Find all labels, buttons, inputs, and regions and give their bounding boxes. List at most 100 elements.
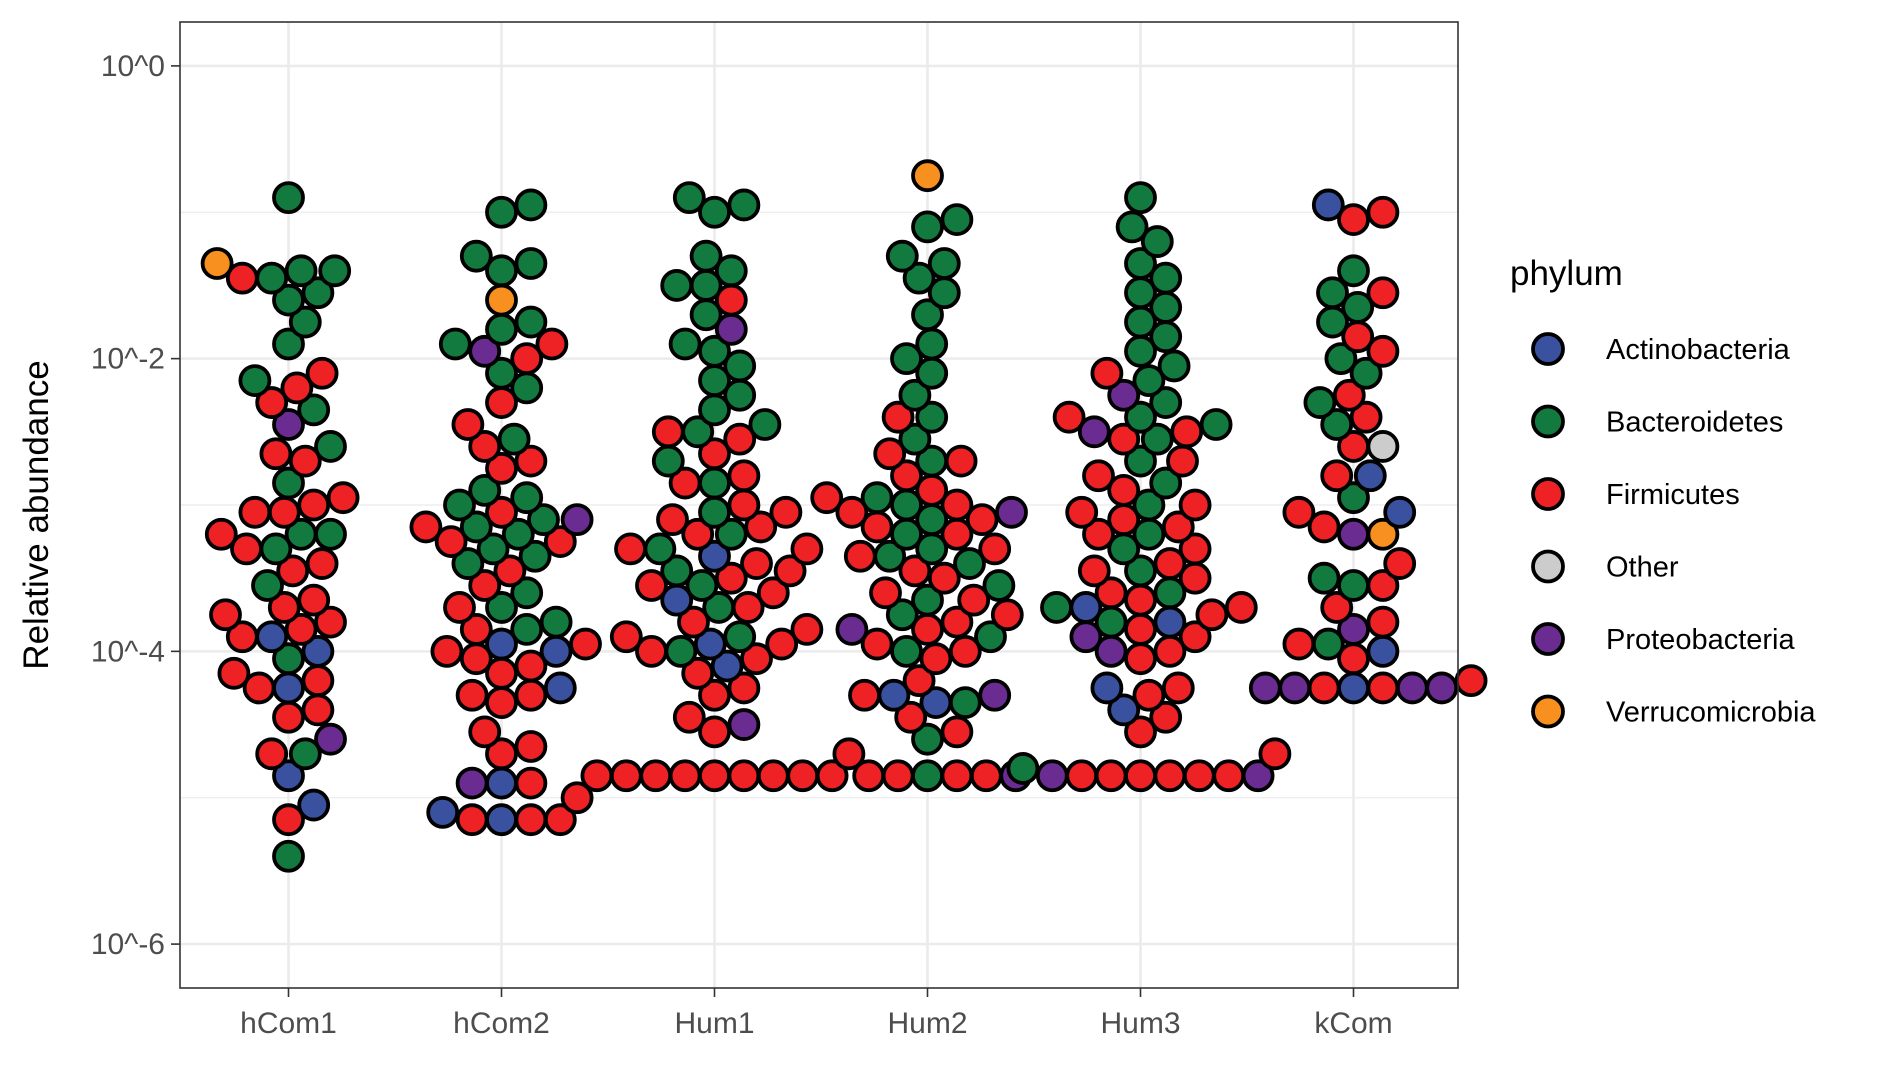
data-point	[723, 620, 757, 654]
data-point	[1090, 356, 1124, 390]
data-point	[485, 283, 518, 317]
data-point	[514, 730, 548, 763]
data-point	[835, 613, 869, 646]
data-point	[267, 591, 301, 624]
data-point	[1124, 444, 1157, 478]
data-point	[468, 569, 502, 602]
data-point	[740, 547, 773, 580]
data-point	[881, 759, 915, 793]
data-point	[1307, 510, 1341, 544]
data-point	[693, 627, 727, 661]
data-point	[1195, 598, 1229, 632]
data-point	[1161, 671, 1195, 705]
data-point	[1178, 532, 1212, 566]
data-point	[288, 444, 322, 478]
data-point	[426, 795, 460, 829]
data-point	[1366, 517, 1400, 551]
data-point	[1366, 430, 1400, 463]
data-point	[485, 591, 518, 624]
data-point	[314, 517, 347, 551]
data-point	[1124, 583, 1157, 617]
data-point	[539, 605, 573, 639]
data-point	[860, 481, 894, 515]
data-point	[974, 620, 1007, 654]
data-point	[890, 634, 923, 668]
data-point	[978, 678, 1012, 712]
data-point	[569, 627, 602, 661]
data-point	[681, 656, 715, 690]
data-point	[539, 634, 573, 668]
data-point	[965, 503, 999, 537]
data-point	[1248, 671, 1282, 705]
data-point	[1258, 737, 1292, 771]
legend: phylum Actinobacteria Bacteroidetes Firmic…	[1510, 254, 1816, 729]
data-point	[560, 503, 594, 537]
data-point	[978, 532, 1012, 566]
legend-title: phylum	[1510, 254, 1623, 293]
legend-swatch	[1531, 404, 1565, 439]
legend-swatch	[1531, 622, 1565, 656]
data-point	[681, 517, 715, 551]
data-point	[314, 430, 347, 463]
data-point	[848, 678, 881, 712]
data-point	[272, 803, 305, 837]
data-point	[852, 759, 886, 793]
data-point	[656, 503, 689, 537]
data-point	[609, 620, 643, 654]
data-point	[301, 664, 335, 698]
data-point	[1320, 459, 1354, 493]
data-point	[1115, 210, 1149, 244]
data-point	[459, 613, 493, 646]
data-point	[894, 700, 928, 734]
data-point	[773, 554, 807, 588]
data-point	[1153, 547, 1187, 580]
data-point	[510, 342, 544, 376]
data-point	[430, 634, 464, 668]
data-points	[200, 159, 1488, 873]
data-point	[756, 759, 790, 793]
data-point	[514, 247, 548, 280]
data-point	[409, 510, 443, 544]
data-point	[643, 532, 677, 566]
data-point	[902, 664, 936, 698]
data-point	[1311, 188, 1345, 222]
data-point	[815, 759, 849, 793]
data-point	[434, 525, 468, 558]
data-point	[209, 598, 242, 632]
data-point	[1178, 488, 1212, 522]
data-point	[786, 759, 820, 793]
data-point	[1140, 225, 1174, 258]
data-point	[1316, 276, 1349, 310]
data-point	[497, 422, 531, 456]
data-point	[1337, 671, 1370, 705]
data-point	[698, 759, 731, 793]
data-point	[1124, 400, 1157, 434]
data-point	[288, 305, 322, 339]
data-point	[297, 393, 331, 427]
data-point	[255, 386, 289, 419]
data-point	[869, 576, 902, 610]
data-point	[723, 349, 757, 383]
data-point	[510, 576, 544, 610]
data-point	[238, 364, 272, 397]
data-point	[660, 269, 694, 302]
data-point	[204, 517, 238, 551]
data-point	[1124, 554, 1157, 588]
data-point	[1307, 671, 1341, 705]
data-point	[1282, 495, 1316, 529]
data-point	[843, 539, 877, 573]
data-point	[272, 283, 305, 317]
data-point	[651, 444, 685, 478]
data-point	[664, 634, 698, 668]
data-point	[1366, 276, 1400, 310]
data-point	[832, 737, 866, 771]
data-point	[485, 737, 518, 771]
data-point	[919, 642, 953, 676]
data-point	[689, 239, 723, 273]
data-point	[1307, 561, 1341, 595]
data-point	[714, 517, 748, 551]
data-point	[255, 620, 289, 654]
data-point	[510, 613, 544, 646]
data-point	[940, 759, 974, 793]
data-point	[455, 678, 489, 712]
